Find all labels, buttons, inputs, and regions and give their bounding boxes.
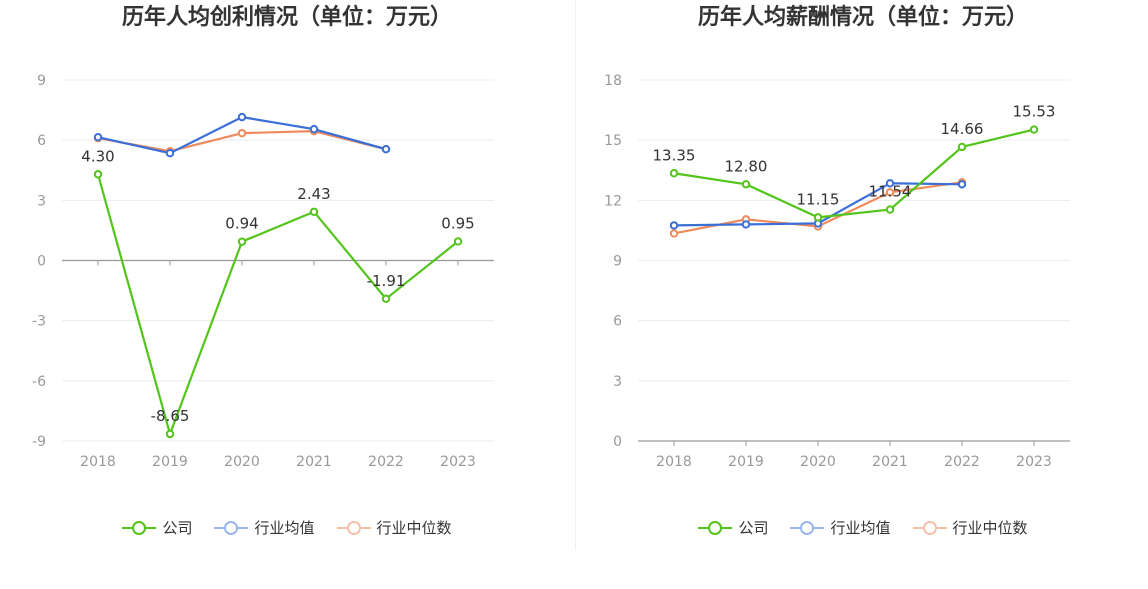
data-point-industry_avg <box>237 112 247 122</box>
legend-item-industry-avg[interactable]: 行业均值 <box>214 517 315 538</box>
data-point-company <box>669 169 679 178</box>
y-tick-label: -3 <box>32 314 46 330</box>
data-point-company <box>453 237 463 246</box>
chart-panel-salary: 历年人均薪酬情况（单位：万元） 0 3 6 9 12 15 18 2018 2019 2020 20… <box>576 0 1148 589</box>
data-point-company <box>93 170 103 179</box>
data-point-industry_avg <box>741 220 751 229</box>
data-label: 0.94 <box>225 215 258 233</box>
y-tick-label: 6 <box>37 133 46 149</box>
x-tick-label: 2021 <box>296 454 332 470</box>
data-point-industry_avg <box>381 144 391 154</box>
data-label: 15.53 <box>1013 103 1056 121</box>
legend-item-company[interactable]: 公司 <box>122 517 192 538</box>
data-point-company <box>165 429 175 439</box>
series-line-company <box>96 173 459 436</box>
x-tick-label: 2020 <box>800 454 836 470</box>
chart-plot-profit: -9 -6 -3 0 3 6 9 2018 2019 2020 2021 2022 2023 4.30 -8… <box>32 73 494 470</box>
legend-line-circle-icon <box>122 520 157 535</box>
legend-line-circle-icon <box>790 520 825 535</box>
data-point-company <box>237 237 247 246</box>
data-point-industry_avg <box>309 124 319 134</box>
y-tick-label: 6 <box>613 314 622 330</box>
y-tick-label: 0 <box>613 434 622 450</box>
legend-label: 行业均值 <box>254 519 315 537</box>
data-label: -8.65 <box>151 407 190 425</box>
data-label: 11.54 <box>869 183 912 201</box>
y-tick-label: -9 <box>32 434 46 450</box>
data-point-company <box>813 213 823 222</box>
data-label: 0.95 <box>441 214 474 232</box>
data-label: -1.91 <box>367 272 406 290</box>
data-point-company <box>1029 125 1039 134</box>
data-point-industry_avg <box>93 132 103 142</box>
legend-item-industry-median[interactable]: 行业中位数 <box>912 517 1028 538</box>
x-tick-label: 2023 <box>440 454 476 470</box>
legend-line-circle-icon <box>912 520 947 535</box>
data-label: 14.66 <box>941 120 984 138</box>
legend-label: 公司 <box>738 519 769 537</box>
y-tick-label: 0 <box>37 254 46 270</box>
chart-title: 历年人均薪酬情况（单位：万元） <box>697 5 1028 30</box>
x-tick-label: 2022 <box>368 454 404 470</box>
y-tick-label: 15 <box>604 133 622 149</box>
x-tick-label: 2019 <box>152 454 188 470</box>
x-tick-label: 2021 <box>872 454 908 470</box>
legend-label: 行业中位数 <box>952 519 1028 537</box>
legend-line-circle-icon <box>336 520 371 535</box>
data-point-industry_avg <box>885 179 895 188</box>
y-tick-label: 18 <box>604 73 622 89</box>
data-label: 13.35 <box>653 146 696 164</box>
data-point-industry_median <box>237 128 247 138</box>
data-point-industry_median <box>885 188 895 197</box>
data-label: 2.43 <box>297 185 330 203</box>
x-tick-label: 2019 <box>728 454 764 470</box>
data-label: 12.80 <box>725 157 768 175</box>
data-label: 4.30 <box>81 147 114 165</box>
y-tick-label: -6 <box>32 374 46 390</box>
y-tick-label: 12 <box>604 193 622 209</box>
legend-label: 行业中位数 <box>376 519 452 537</box>
panel-divider <box>575 0 576 550</box>
legend-item-industry-avg[interactable]: 行业均值 <box>790 517 891 538</box>
chart-plot-salary: 0 3 6 9 12 15 18 2018 2019 2020 2021 2022 2023 13.35 1… <box>604 73 1070 470</box>
legend: 公司 行业均值 行业中位数 <box>576 517 1148 538</box>
data-point-company <box>309 207 319 216</box>
data-point-company <box>957 142 967 152</box>
data-point-industry_avg <box>669 221 679 230</box>
x-tick-label: 2018 <box>656 454 692 470</box>
legend: 公司 行业均值 行业中位数 <box>0 517 574 538</box>
chart-title: 历年人均创利情况（单位：万元） <box>121 5 452 30</box>
y-tick-label: 9 <box>613 254 622 270</box>
data-label: 11.15 <box>797 190 840 208</box>
data-point-company <box>381 294 391 304</box>
data-point-company <box>885 205 895 214</box>
y-tick-label: 3 <box>37 193 46 209</box>
legend-line-circle-icon <box>214 520 249 535</box>
chart-panel-profit: 历年人均创利情况（单位：万元） -9 -6 -3 0 3 6 9 2018 2019 2020 20… <box>0 5 574 538</box>
legend-label: 公司 <box>162 519 193 537</box>
legend-item-industry-median[interactable]: 行业中位数 <box>336 517 452 538</box>
x-tick-label: 2018 <box>80 454 116 470</box>
x-tick-label: 2023 <box>1016 454 1052 470</box>
data-point-industry_avg <box>165 149 175 158</box>
x-tick-label: 2020 <box>224 454 260 470</box>
x-tick-label: 2022 <box>944 454 980 470</box>
y-tick-label: 3 <box>613 374 622 390</box>
legend-line-circle-icon <box>698 520 733 535</box>
data-point-industry_median <box>669 229 679 238</box>
data-point-industry_avg <box>957 180 967 189</box>
legend-item-company[interactable]: 公司 <box>698 517 768 538</box>
data-point-company <box>741 180 751 189</box>
legend-label: 行业均值 <box>830 519 891 537</box>
series-line-company <box>673 128 1035 219</box>
y-tick-label: 9 <box>37 73 46 89</box>
